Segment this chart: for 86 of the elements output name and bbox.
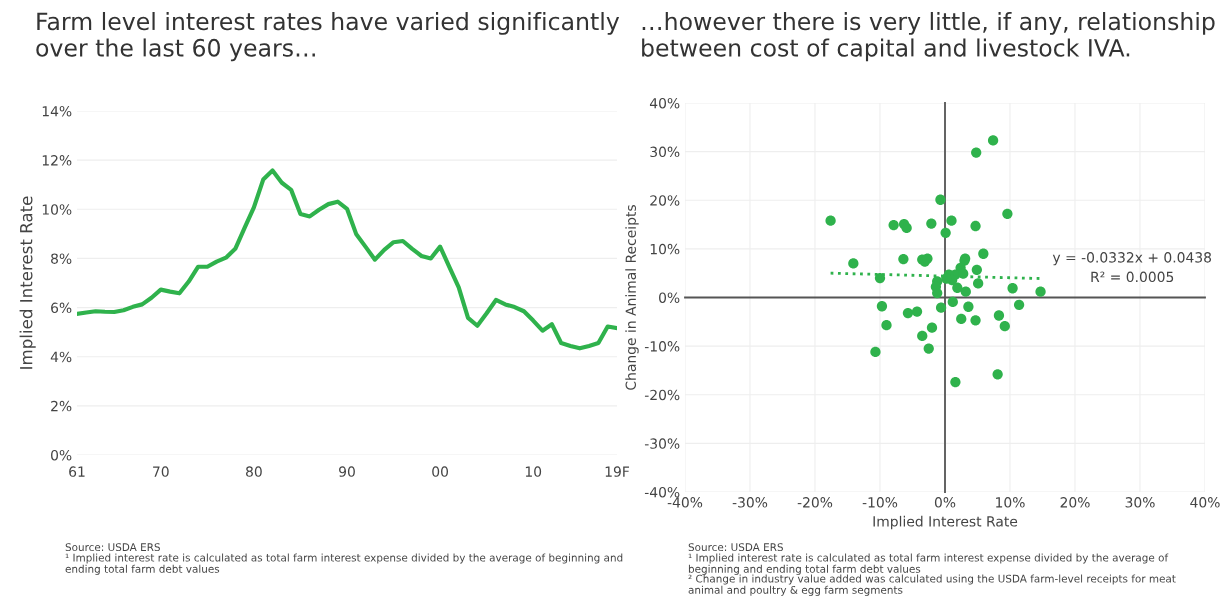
x-tick-label: 80 [246, 466, 262, 477]
y-tick-label: -10% [644, 341, 680, 352]
x-tick-label: -30% [732, 497, 768, 508]
point [963, 301, 974, 312]
y-tick-label: -20% [644, 389, 680, 401]
y-tick-label: 0% [51, 449, 72, 461]
point [1035, 286, 1046, 297]
point [874, 272, 886, 284]
point [970, 315, 981, 326]
x-tick-label: 40% [1190, 497, 1220, 508]
x-tick-label: 19F [605, 466, 630, 477]
y-tick-label: 8% [51, 253, 72, 264]
annotation: R² = 0.0005 [1091, 271, 1174, 283]
point [935, 194, 946, 205]
y-axis-title: Change in Animal Receipts [625, 205, 639, 390]
y-tick-label: -40% [644, 486, 680, 498]
point [947, 296, 958, 308]
x-tick-label: 10 [525, 466, 542, 477]
point [870, 346, 881, 358]
point [1007, 283, 1018, 294]
point [848, 258, 859, 269]
point [926, 218, 937, 229]
y-tick-label: 14% [42, 105, 72, 117]
chart-title: Farm level interest rates have varied significantly over the last 60 years… [36, 12, 620, 62]
point [940, 227, 951, 238]
point [950, 376, 961, 388]
x-tick-label: 0% [934, 497, 956, 508]
point [993, 310, 1005, 321]
point [970, 220, 981, 232]
y-tick-label: 30% [650, 146, 680, 158]
y-axis-title: Implied Interest Rate [19, 196, 36, 369]
y-tick-label: 40% [649, 97, 680, 109]
point [999, 321, 1010, 332]
y-tick-label: 0% [659, 292, 680, 303]
y-tick-label: 2% [51, 400, 72, 412]
point [902, 307, 914, 319]
point [901, 222, 912, 234]
point [971, 264, 982, 275]
text: ¹ Implied interest rate is calculated as total farm interest expense divided by the average of beginning and ending total farm debt values [688, 553, 1169, 575]
point [978, 248, 989, 259]
x-axis-title: Implied Interest Rate [873, 515, 1018, 530]
point [946, 215, 957, 226]
point [958, 268, 969, 279]
point [898, 253, 909, 265]
source-note: Source: USDA ERS [65, 543, 160, 552]
point [1013, 299, 1025, 310]
x-tick-label: 61 [69, 466, 85, 477]
x-tick-label: 20% [1060, 497, 1090, 508]
y-tick-label: 6% [51, 302, 72, 314]
point [935, 302, 947, 313]
point [973, 278, 984, 289]
point [825, 215, 836, 226]
point [881, 320, 892, 331]
annotation: y = -0.0332x + 0.0438 [1052, 252, 1212, 266]
point [992, 369, 1003, 380]
point [888, 219, 899, 231]
x-tick-label: 00 [432, 466, 449, 477]
point [923, 343, 934, 354]
point [956, 313, 967, 325]
x-tick-label: 30% [1125, 497, 1155, 508]
y-tick-label: 10% [42, 204, 72, 215]
line-series [77, 168, 617, 351]
x-tick-label: -10% [862, 497, 898, 508]
point [1002, 208, 1013, 220]
point [960, 286, 971, 297]
y-tick-label: 4% [50, 351, 72, 363]
point [917, 330, 928, 342]
point [971, 147, 982, 158]
point [876, 301, 888, 312]
source-note: Source: USDA ERS [688, 543, 783, 552]
x-tick-label: 90 [339, 466, 355, 477]
text: ² Change in industry value added was calculated using the USDA farm-level receipts for meat animal and poultry & egg farm segments [688, 574, 1176, 596]
point [952, 282, 963, 293]
x-tick-label: 70 [153, 466, 169, 477]
x-tick-label: -20% [797, 497, 833, 508]
x-tick-label: -40% [667, 497, 703, 508]
y-tick-label: 10% [650, 243, 680, 255]
y-tick-label: 12% [42, 155, 72, 166]
text: ¹ Implied interest rate is calculated as total farm interest expense divided by the average of beginning and ending total farm debt values [65, 553, 623, 575]
y-tick-label: 20% [650, 195, 680, 206]
x-tick-label: 10% [996, 497, 1025, 508]
chart-title: …however there is very little, if any, relationship between cost of capital and livestock IVA. [642, 12, 1215, 62]
point [911, 306, 923, 317]
y-tick-label: -30% [644, 438, 680, 449]
point [926, 322, 938, 333]
point [987, 135, 999, 146]
